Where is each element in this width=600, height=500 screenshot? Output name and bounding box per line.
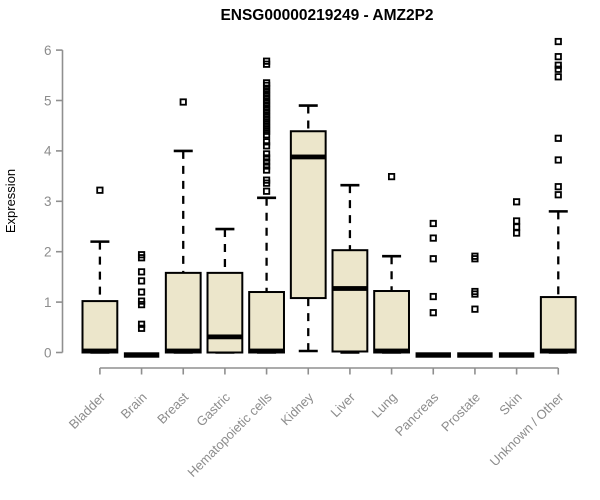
box-group-lung [373,173,410,354]
box-group-skin [498,198,535,358]
box-group-pancreas [415,219,451,358]
outlier-point [262,142,271,150]
outlier-point [554,191,562,199]
outlier-point [262,138,271,146]
x-tick-label-prostate: Prostate [438,390,483,435]
box-rect [81,300,119,354]
box-group-brain [123,251,160,358]
outlier-point [262,187,271,195]
median-line [290,154,326,160]
x-tick-label-kidney: Kidney [278,389,317,428]
outlier-point [137,277,146,285]
outlier-point [471,305,479,313]
outlier-point [262,79,271,87]
outlier-point [471,252,479,260]
x-tick-label-lung: Lung [369,390,400,421]
median-line [540,348,576,354]
outlier-point [262,154,271,162]
x-tick-label-bladder: Bladder [66,389,109,432]
x-tick-label-brain: Brain [118,390,150,422]
x-tick-label-pancreas: Pancreas [392,389,442,439]
outlier-point [262,150,271,158]
box-rect [248,291,285,354]
box-group-hematopoietic-cells [248,57,285,354]
box-rect [164,271,202,354]
outlier-point [137,268,146,276]
outlier-point [429,255,437,263]
box-group-unknown-other [539,37,577,354]
outlier-point [96,186,104,194]
outlier-point [554,73,562,81]
outlier-point [471,287,479,296]
outlier-point [429,234,437,242]
outlier-point [513,217,521,225]
plot-area [81,37,577,358]
outlier-point [513,229,521,237]
y-tick-label-4: 4 [44,144,52,159]
outlier-point [554,156,562,164]
outlier-point [554,61,562,69]
median-line [374,348,409,354]
box-group-kidney [289,104,327,353]
x-tick-label-unknown-other: Unknown / Other [487,389,567,469]
box-group-prostate [457,252,493,358]
median-line [165,348,201,354]
outlier-point [554,37,562,46]
outlier-point [137,324,146,332]
y-axis-label: Expression [3,169,18,233]
collapsed-box [123,352,160,358]
outlier-point [387,173,396,181]
box-group-liver [331,183,369,354]
outlier-point [513,223,521,231]
y-tick-label-1: 1 [44,295,52,310]
outlier-point [513,198,521,206]
outlier-point [262,162,271,170]
outlier-point [429,219,437,228]
outlier-point [179,98,187,106]
box-group-breast [164,98,202,354]
collapsed-box [457,352,493,358]
outlier-point [262,176,271,184]
y-tick-label-2: 2 [44,245,52,260]
y-tick-label-0: 0 [44,345,52,360]
outlier-point [554,53,562,61]
x-tick-label-breast: Breast [154,389,191,426]
outlier-point [262,57,271,65]
outlier-point [137,288,146,296]
median-line [82,348,118,354]
box-rect [206,271,244,354]
box-group-gastric [206,227,244,354]
outlier-point [137,251,146,259]
collapsed-box [415,352,451,358]
box-rect [539,296,577,354]
outlier-point [262,158,271,166]
collapsed-box [498,352,535,358]
box-rect [373,290,410,354]
outlier-point [137,320,146,328]
median-line [332,286,368,291]
box-rect [331,249,369,353]
y-tick-label-6: 6 [44,43,52,58]
outlier-point [137,297,146,305]
median-line [249,348,284,354]
median-line [207,334,243,340]
outlier-point [429,309,437,317]
outlier-point [554,134,562,142]
outlier-point [262,166,271,174]
x-tick-label-liver: Liver [328,389,359,420]
y-tick-label-5: 5 [44,93,52,108]
outlier-point [554,65,562,73]
chart-title: ENSG00000219249 - AMZ2P2 [220,7,433,24]
y-tick-label-3: 3 [44,194,52,209]
x-tick-label-skin: Skin [496,390,524,418]
outlier-point [429,292,437,301]
x-tick-label-gastric: Gastric [193,389,233,429]
box-group-bladder [81,186,119,354]
outlier-point [554,183,562,191]
